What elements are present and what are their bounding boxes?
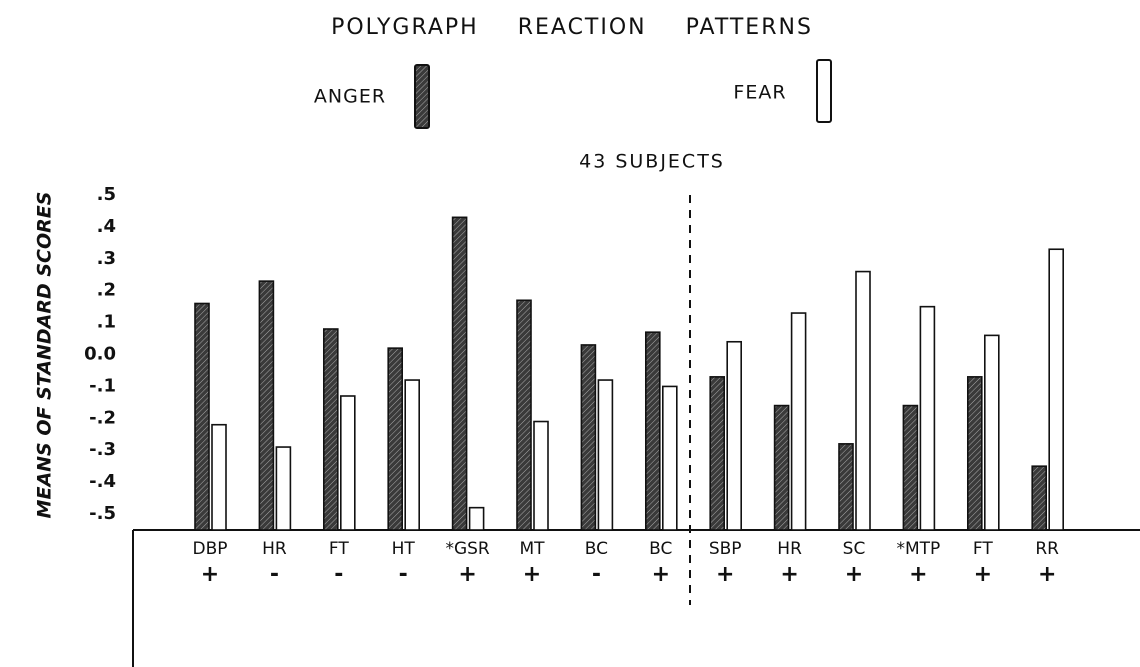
y-tick-label: -.4 — [89, 471, 116, 492]
bar — [1048, 248, 1064, 531]
bar — [275, 446, 292, 531]
x-tick-label: BC — [649, 539, 672, 559]
bar — [387, 347, 404, 531]
x-tick-label: HR — [777, 539, 802, 559]
x-tick-sign: + — [716, 562, 734, 587]
chart-title: POLYGRAPH REACTION PATTERNS — [331, 15, 813, 40]
x-tick-label: HT — [392, 539, 416, 559]
x-tick-sign: + — [201, 562, 219, 587]
x-tick-label: BC — [585, 539, 608, 559]
x-tick-label: FT — [973, 539, 993, 559]
y-tick-label: -.1 — [89, 375, 116, 396]
x-tick-sign: + — [780, 562, 798, 587]
bar — [661, 385, 678, 531]
x-tick-sign: + — [974, 562, 992, 587]
bar — [919, 305, 936, 531]
legend-swatch — [816, 59, 832, 123]
x-tick-sign: + — [1038, 562, 1056, 587]
x-tick-label: SBP — [709, 539, 742, 559]
chart-subtitle: 43 SUBJECTS — [579, 151, 725, 173]
y-tick-label: .4 — [97, 216, 116, 237]
legend-label: ANGER — [314, 86, 386, 108]
x-tick-label: DBP — [192, 539, 227, 559]
x-tick-sign: - — [334, 562, 343, 587]
bar — [966, 376, 983, 531]
x-tick-label: *GSR — [445, 539, 489, 559]
bar — [838, 443, 854, 531]
x-tick-label: FT — [329, 539, 349, 559]
legend-label: FEAR — [733, 82, 786, 104]
bar — [404, 379, 421, 531]
x-tick-label: HR — [262, 539, 287, 559]
x-tick-label: RR — [1035, 539, 1059, 559]
bar — [902, 404, 919, 531]
bar — [468, 506, 485, 531]
bar — [597, 379, 614, 531]
x-tick-sign: + — [909, 562, 927, 587]
bar — [726, 340, 743, 531]
y-tick-label: .3 — [97, 248, 116, 269]
y-tick-label: .5 — [97, 184, 116, 205]
x-tick-label: *MTP — [896, 539, 940, 559]
x-tick-sign: - — [270, 562, 279, 587]
bar — [258, 280, 275, 531]
bar — [644, 331, 661, 531]
bar — [533, 420, 549, 531]
x-tick-sign: + — [845, 562, 863, 587]
x-tick-sign: + — [458, 562, 476, 587]
bar — [211, 423, 227, 531]
bar — [580, 344, 597, 531]
bar — [339, 395, 356, 531]
bar — [1031, 465, 1047, 531]
bar — [451, 216, 468, 531]
bar — [322, 328, 339, 531]
y-tick-label: .1 — [97, 312, 116, 333]
bar — [790, 312, 807, 531]
x-tick-sign: - — [399, 562, 408, 587]
y-tick-label: .2 — [97, 280, 116, 301]
bar — [709, 376, 726, 531]
x-tick-sign: - — [592, 562, 601, 587]
x-tick-label: MT — [519, 539, 545, 559]
x-tick-label: SC — [843, 539, 866, 559]
y-tick-label: -.5 — [89, 503, 116, 524]
bar — [773, 404, 790, 531]
y-tick-label: -.2 — [89, 407, 116, 428]
legend-swatch — [414, 64, 430, 129]
bar — [855, 270, 871, 531]
bar — [194, 302, 210, 531]
bar — [983, 334, 1000, 531]
x-tick-sign: + — [523, 562, 541, 587]
y-axis-label: MEANS OF STANDARD SCORES — [34, 192, 56, 519]
bar — [516, 299, 532, 531]
x-tick-sign: + — [652, 562, 670, 587]
y-tick-label: 0.0 — [84, 344, 116, 365]
y-tick-label: -.3 — [89, 439, 116, 460]
